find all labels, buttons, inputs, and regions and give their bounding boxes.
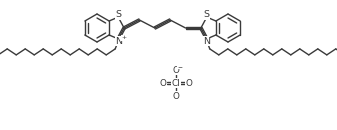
Text: O: O (173, 92, 179, 100)
Text: N: N (203, 37, 210, 46)
Text: O: O (159, 79, 166, 87)
Text: +: + (121, 35, 126, 40)
Text: S: S (116, 10, 122, 19)
Text: −: − (178, 64, 183, 69)
Text: S: S (203, 10, 209, 19)
Text: O: O (186, 79, 192, 87)
Text: O: O (173, 66, 179, 74)
Text: Cl: Cl (172, 79, 180, 87)
Text: N: N (115, 37, 122, 46)
